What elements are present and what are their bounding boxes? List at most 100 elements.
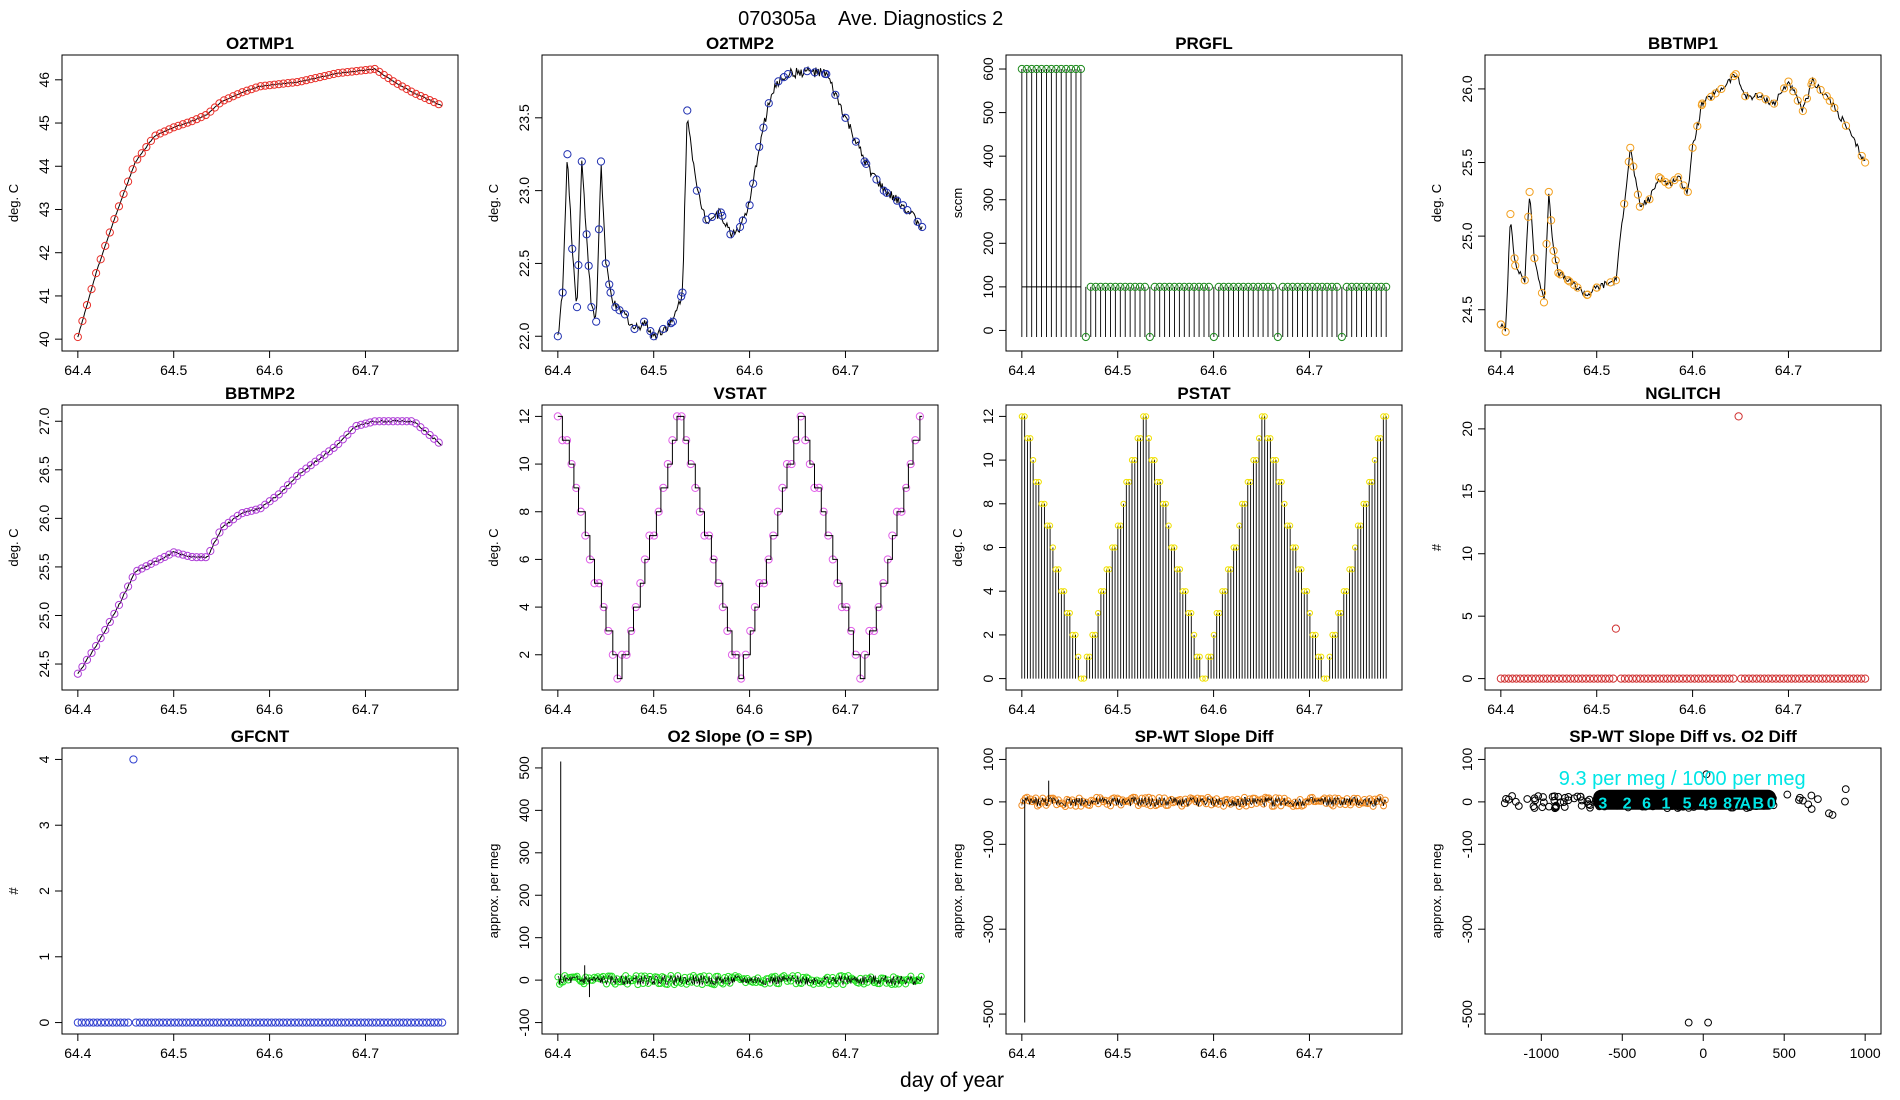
series-line	[557, 65, 923, 341]
series-line	[1021, 796, 1387, 808]
data-point	[582, 230, 591, 239]
data-point	[151, 1018, 160, 1027]
data-point	[334, 439, 343, 449]
data-point	[1352, 282, 1361, 291]
data-point	[587, 303, 596, 312]
data-point	[1554, 268, 1563, 278]
data-point	[1586, 801, 1594, 809]
data-point	[1111, 282, 1120, 291]
data-point	[1583, 290, 1592, 300]
chart-title: VSTAT	[713, 384, 767, 403]
cluster-label: 8	[1723, 796, 1732, 813]
data-point	[1107, 802, 1115, 810]
data-point	[105, 228, 114, 237]
x-tick-label: 64.5	[160, 701, 187, 717]
data-point	[1717, 674, 1726, 683]
data-point	[159, 1018, 168, 1027]
data-point	[311, 74, 320, 83]
y-tick-label: 12	[980, 408, 996, 424]
x-tick-label: 64.7	[832, 362, 859, 378]
data-point	[420, 426, 430, 436]
data-point	[1191, 631, 1198, 639]
data-point	[1258, 282, 1268, 291]
data-point	[1539, 674, 1548, 683]
data-point	[1597, 674, 1606, 683]
x-tick-label: 64.6	[1200, 362, 1227, 378]
data-point	[1298, 566, 1305, 573]
data-point	[640, 317, 649, 326]
data-point	[1267, 435, 1274, 442]
plot-frame	[541, 747, 939, 1035]
data-point	[1558, 674, 1567, 683]
y-tick-label: 24.5	[36, 650, 52, 677]
data-point	[1675, 674, 1684, 683]
data-point	[1272, 457, 1280, 464]
data-point	[416, 91, 425, 101]
x-tick-label: 64.4	[1008, 1045, 1035, 1061]
data-point	[162, 1018, 172, 1027]
data-point	[242, 86, 251, 95]
data-point	[82, 300, 92, 310]
data-point	[329, 1018, 338, 1027]
y-tick-label: 0	[1459, 674, 1475, 682]
data-point	[206, 107, 215, 116]
data-point	[1362, 282, 1371, 291]
data-point	[131, 1018, 141, 1027]
data-point	[1629, 162, 1638, 171]
plot-area	[1018, 413, 1390, 682]
data-point	[1075, 653, 1082, 660]
data-point	[1313, 282, 1322, 291]
data-point	[101, 625, 110, 635]
data-point	[1841, 121, 1851, 130]
data-point	[1620, 674, 1629, 683]
data-point	[1027, 435, 1034, 442]
data-point	[110, 609, 119, 618]
data-point	[1298, 282, 1307, 291]
x-tick-label: 64.6	[736, 701, 763, 717]
data-point	[274, 80, 283, 89]
series-line	[557, 415, 923, 680]
data-point	[89, 1018, 98, 1027]
data-point	[1039, 794, 1047, 802]
y-tick-label: 10	[1459, 546, 1475, 562]
data-point	[1033, 802, 1041, 810]
y-axis-label: approx. per meg	[486, 844, 501, 939]
data-point	[430, 1018, 439, 1027]
data-point	[1500, 674, 1509, 683]
plot-area	[1017, 64, 1391, 342]
data-point	[160, 127, 169, 136]
data-point	[229, 92, 238, 101]
data-point	[178, 550, 188, 559]
data-point	[1825, 809, 1833, 818]
data-point	[238, 88, 247, 97]
data-point	[1802, 674, 1812, 683]
data-point	[1202, 800, 1210, 808]
x-axis: 64.4 64.5 64.6 64.7	[544, 1033, 859, 1061]
data-point	[1303, 282, 1312, 291]
data-point	[1160, 282, 1169, 291]
data-point	[221, 1018, 230, 1027]
data-point	[314, 1018, 323, 1027]
data-point	[1523, 795, 1532, 803]
data-point	[1268, 282, 1278, 291]
data-point	[1678, 674, 1688, 683]
data-point	[681, 973, 689, 981]
data-point	[627, 626, 636, 636]
x-axis: 64.4 64.5 64.6 64.7	[544, 689, 859, 717]
x-tick-label: 64.6	[256, 362, 283, 378]
data-point	[155, 129, 165, 138]
data-point	[87, 285, 96, 294]
x-tick-label: 64.4	[544, 362, 571, 378]
data-point	[1204, 282, 1214, 291]
data-point	[755, 142, 764, 152]
data-point	[209, 1018, 218, 1027]
data-point	[210, 537, 219, 546]
y-axis-label: approx. per meg	[950, 844, 965, 939]
y-tick-label: 2	[980, 631, 996, 639]
data-point	[1814, 674, 1823, 683]
data-point	[1791, 674, 1800, 683]
x-tick-label: 64.4	[1487, 701, 1514, 717]
data-point	[1081, 332, 1090, 342]
x-tick-label: 500	[1773, 1045, 1797, 1061]
data-point	[1547, 674, 1556, 683]
